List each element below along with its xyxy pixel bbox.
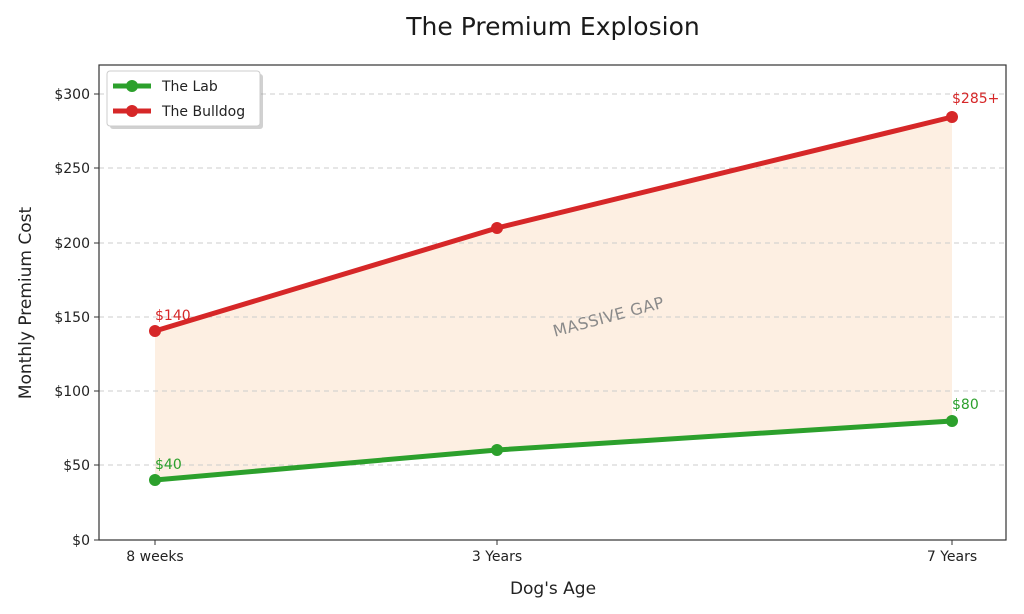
gridlines (99, 93, 1006, 466)
chart-title: The Premium Explosion (405, 12, 699, 41)
legend-item-the-lab: The Lab (113, 79, 218, 95)
y-tick-label: $200 (54, 236, 90, 252)
x-axis-label: Dog's Age (510, 579, 596, 599)
legend-item-the-bulldog: The Bulldog (113, 104, 245, 120)
svg-text:The Bulldog: The Bulldog (161, 104, 245, 120)
svg-text:The Lab: The Lab (161, 79, 218, 95)
annotation-lab-end: $80 (952, 397, 979, 413)
y-tick-labels: $0 $50 $100 $150 $200 $250 $300 (54, 87, 90, 549)
y-tick-marks (94, 93, 99, 541)
x-tick-label: 3 Years (472, 549, 522, 565)
x-tick-marks (154, 540, 953, 545)
y-axis-label: Monthly Premium Cost (16, 207, 36, 400)
annotation-bulldog-end: $285+ (952, 91, 999, 107)
series-the-bulldog (149, 111, 958, 337)
annotation-lab-start: $40 (155, 457, 182, 473)
y-tick-label: $250 (54, 161, 90, 177)
x-tick-label: 7 Years (927, 549, 977, 565)
x-tick-labels: 8 weeks 3 Years 7 Years (126, 549, 977, 565)
legend: The Lab The Bulldog (106, 70, 263, 129)
y-tick-label: $50 (63, 458, 90, 474)
x-tick-label: 8 weeks (126, 549, 183, 565)
gap-fill (155, 117, 952, 480)
series-the-lab (149, 415, 958, 486)
y-tick-label: $100 (54, 384, 90, 400)
plot-frame (98, 64, 1007, 541)
y-tick-label: $150 (54, 310, 90, 326)
y-tick-label: $300 (54, 87, 90, 103)
annotation-bulldog-start: $140 (155, 308, 191, 324)
y-tick-label: $0 (72, 533, 90, 549)
